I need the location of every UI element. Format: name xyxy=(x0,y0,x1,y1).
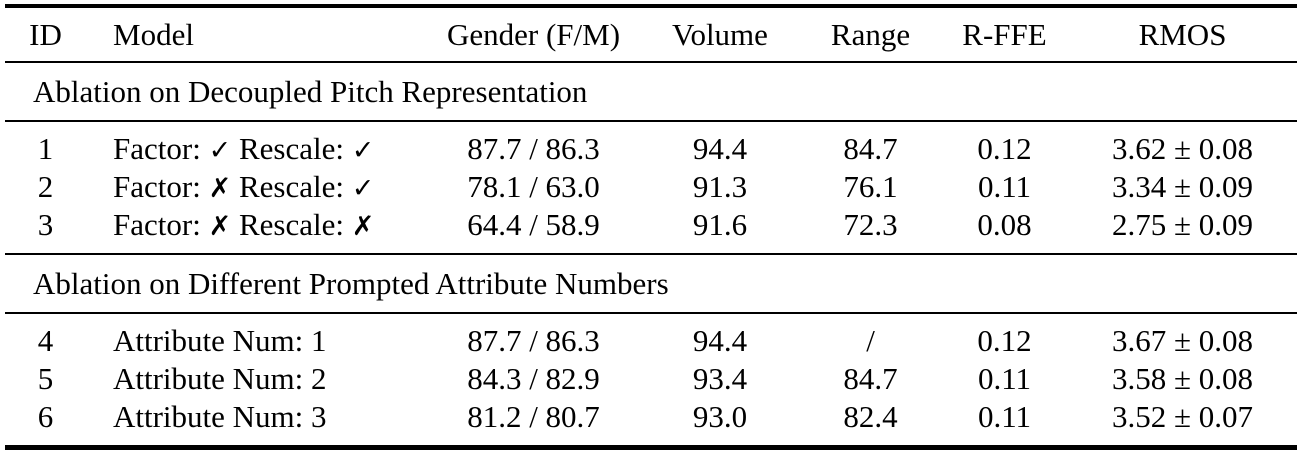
cell-rmos: 3.67 ± 0.08 xyxy=(1111,323,1253,358)
rule-below-section-1-title xyxy=(5,120,1297,122)
cell-rffe: 0.11 xyxy=(977,399,1032,434)
cell-gender: 78.1 / 63.0 xyxy=(467,169,600,204)
cell-id: 1 xyxy=(37,131,54,166)
section-title-pitch-representation: Ablation on Decoupled Pitch Representati… xyxy=(5,63,1297,120)
cell-rffe: 0.11 xyxy=(977,169,1032,204)
table-row: 5 Attribute Num: 2 84.3 / 82.9 93.4 84.7… xyxy=(5,360,1297,398)
rule-below-section-1-rows xyxy=(5,253,1297,255)
cell-range: 84.7 xyxy=(843,361,898,396)
cell-range: 84.7 xyxy=(843,131,898,166)
model-label: Factor: xyxy=(113,207,201,242)
cell-rmos: 3.52 ± 0.07 xyxy=(1111,399,1253,434)
cell-id: 2 xyxy=(37,169,54,204)
cell-rmos: 3.62 ± 0.08 xyxy=(1111,131,1253,166)
cross-icon: ✗ xyxy=(208,173,232,204)
cell-rffe: 0.12 xyxy=(977,131,1032,166)
cell-range: 82.4 xyxy=(843,399,898,434)
cell-id: 6 xyxy=(37,399,54,434)
cell-rffe: 0.08 xyxy=(977,207,1032,242)
table-row: 1 Factor: ✓ Rescale: ✓ 87.7 / 86.3 94.4 … xyxy=(5,130,1297,168)
cell-id: 3 xyxy=(37,207,54,242)
section-2-rows: 4 Attribute Num: 1 87.7 / 86.3 94.4 / 0.… xyxy=(5,314,1297,445)
cell-id: 4 xyxy=(37,323,54,358)
cell-rmos: 3.34 ± 0.09 xyxy=(1111,169,1253,204)
check-icon: ✓ xyxy=(351,173,375,204)
cell-rffe: 0.12 xyxy=(977,323,1032,358)
rule-below-section-2-title xyxy=(5,312,1297,314)
cell-range: / xyxy=(866,323,875,358)
model-label: Rescale: xyxy=(238,131,344,166)
column-header-id: ID xyxy=(29,16,62,52)
cross-icon: ✗ xyxy=(208,211,232,242)
cell-model: Factor: ✗ Rescale: ✗ xyxy=(86,207,427,243)
rule-below-header xyxy=(5,61,1297,63)
cell-rmos: 3.58 ± 0.08 xyxy=(1111,361,1253,396)
cell-gender: 87.7 / 86.3 xyxy=(467,323,600,358)
cell-gender: 81.2 / 80.7 xyxy=(467,399,600,434)
cross-icon: ✗ xyxy=(351,211,375,242)
cell-volume: 94.4 xyxy=(692,131,748,166)
column-header-rffe: R-FFE xyxy=(962,16,1047,52)
cell-gender: 84.3 / 82.9 xyxy=(467,361,600,396)
section-title-attribute-numbers: Ablation on Different Prompted Attribute… xyxy=(5,255,1297,312)
column-header-gender: Gender (F/M) xyxy=(446,16,621,52)
cell-volume: 91.6 xyxy=(692,207,748,242)
model-label: Rescale: xyxy=(238,169,344,204)
cell-model: Attribute Num: 3 xyxy=(113,399,327,434)
section-1-rows: 1 Factor: ✓ Rescale: ✓ 87.7 / 86.3 94.4 … xyxy=(5,122,1297,253)
cell-volume: 91.3 xyxy=(692,169,748,204)
section-title-text: Ablation on Different Prompted Attribute… xyxy=(33,265,669,301)
cell-range: 76.1 xyxy=(843,169,898,204)
cell-volume: 94.4 xyxy=(692,323,748,358)
cell-gender: 64.4 / 58.9 xyxy=(467,207,600,242)
check-icon: ✓ xyxy=(351,135,375,166)
model-label: Factor: xyxy=(113,131,201,166)
model-label: Rescale: xyxy=(238,207,344,242)
column-header-model: Model xyxy=(113,16,194,52)
column-header-range: Range xyxy=(830,16,911,52)
table-row: 2 Factor: ✗ Rescale: ✓ 78.1 / 63.0 91.3 … xyxy=(5,168,1297,206)
model-label: Factor: xyxy=(113,169,201,204)
column-header-rmos: RMOS xyxy=(1138,16,1227,52)
table-row: 3 Factor: ✗ Rescale: ✗ 64.4 / 58.9 91.6 … xyxy=(5,206,1297,244)
table-row: 4 Attribute Num: 1 87.7 / 86.3 94.4 / 0.… xyxy=(5,322,1297,360)
cell-rmos: 2.75 ± 0.09 xyxy=(1111,207,1253,242)
table-header-row: ID Model Gender (F/M) Volume Range R-FFE… xyxy=(5,8,1297,61)
cell-id: 5 xyxy=(37,361,54,396)
cell-model: Attribute Num: 2 xyxy=(113,361,327,396)
check-icon: ✓ xyxy=(208,135,232,166)
cell-model: Factor: ✓ Rescale: ✓ xyxy=(86,131,427,167)
cell-range: 72.3 xyxy=(843,207,898,242)
column-header-volume: Volume xyxy=(672,16,768,52)
table-row: 6 Attribute Num: 3 81.2 / 80.7 93.0 82.4… xyxy=(5,398,1297,436)
cell-rffe: 0.11 xyxy=(977,361,1032,396)
cell-model: Attribute Num: 1 xyxy=(113,323,327,358)
cell-volume: 93.4 xyxy=(692,361,748,396)
ablation-results-table: ID Model Gender (F/M) Volume Range R-FFE… xyxy=(5,4,1297,450)
cell-volume: 93.0 xyxy=(692,399,748,434)
cell-model: Factor: ✗ Rescale: ✓ xyxy=(86,169,427,205)
section-title-text: Ablation on Decoupled Pitch Representati… xyxy=(33,73,588,109)
cell-gender: 87.7 / 86.3 xyxy=(467,131,600,166)
